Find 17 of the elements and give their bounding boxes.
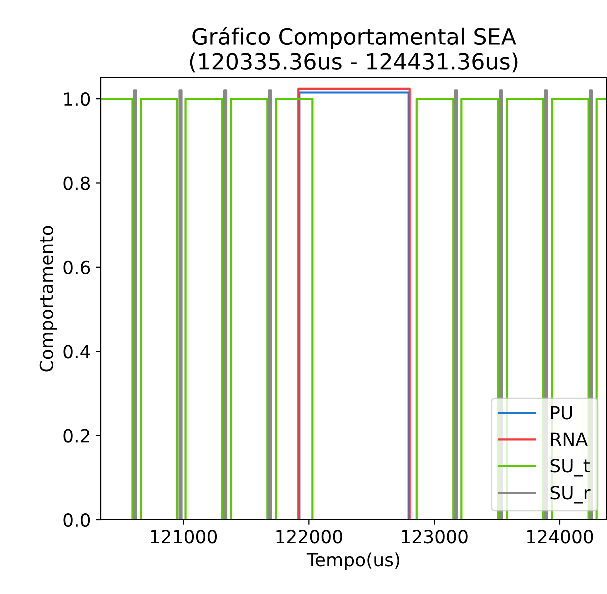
x-tick-label: 124000 <box>527 530 594 544</box>
x-tick-label: 123000 <box>402 530 468 544</box>
y-tick-label: 0.6 <box>64 260 90 275</box>
y-tick-label: 0.8 <box>64 176 90 190</box>
x-axis-title: Tempo(us) <box>306 552 400 570</box>
legend-label: RNA <box>551 432 588 446</box>
chart-title: Gráfico Comportamental SEA (120335.36us - 124431.36us) <box>190 27 518 73</box>
legend-label: PU <box>551 406 572 420</box>
legend-label: SU_r <box>550 486 591 504</box>
y-axis-title: Comportamento <box>40 226 58 372</box>
y-tick-label: 1.0 <box>64 92 90 106</box>
y-tick-label: 0.2 <box>64 429 90 443</box>
x-tick-label: 122000 <box>276 530 342 544</box>
legend-label: SU_t <box>550 459 590 477</box>
y-tick-label: 0.4 <box>64 345 90 359</box>
y-tick-label: 0.0 <box>64 513 90 528</box>
x-tick-label: 121000 <box>151 530 218 544</box>
